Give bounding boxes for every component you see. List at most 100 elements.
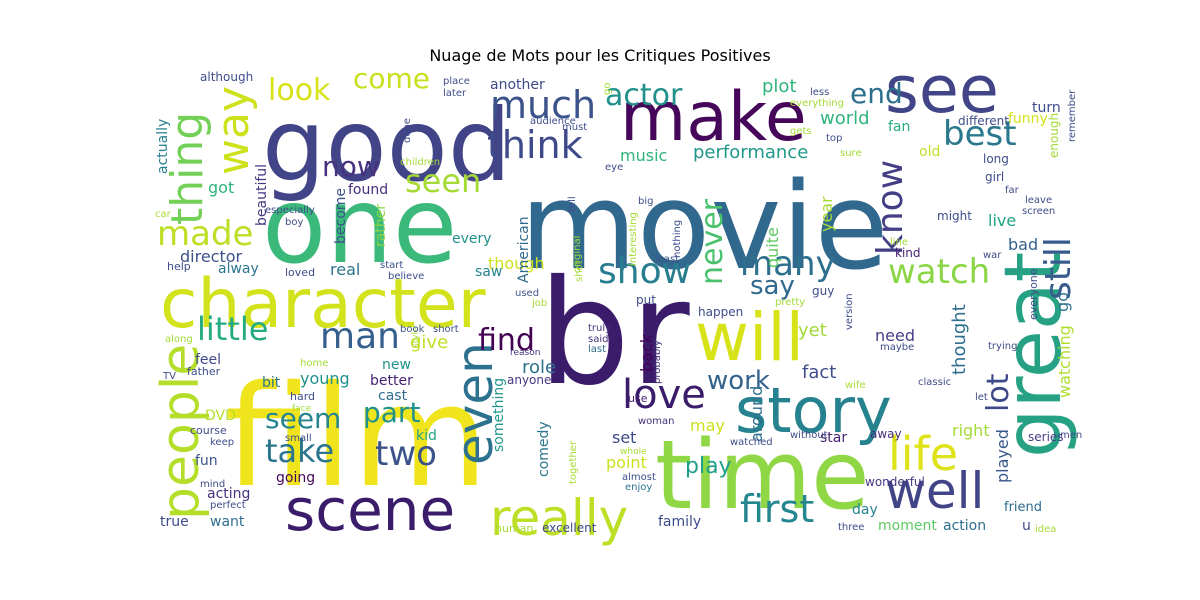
cloud-word-last: last [588, 344, 606, 355]
cloud-word-go: go [1053, 292, 1072, 312]
cloud-word-classic: classic [918, 377, 951, 388]
cloud-word-later: later [443, 88, 467, 99]
cloud-word-old: old [919, 144, 940, 160]
cloud-word-although: although [200, 70, 253, 84]
cloud-word-see: see [885, 53, 999, 128]
cloud-word-might: might [937, 209, 972, 223]
cloud-word-enjoy: enjoy [625, 482, 652, 493]
cloud-word-good: good [262, 87, 511, 204]
cloud-word-believe: believe [388, 271, 424, 282]
cloud-word-comedy: comedy [536, 421, 552, 477]
cloud-word-work: work [707, 366, 770, 396]
cloud-word-year: year [817, 196, 836, 232]
cloud-word-father: father [187, 365, 221, 378]
cloud-word-director: director [180, 247, 243, 266]
cloud-word-anyone: anyone [507, 373, 551, 387]
cloud-word-performance: performance [693, 142, 808, 163]
cloud-word-first: first [740, 487, 814, 531]
cloud-word-make: make [620, 78, 807, 157]
cloud-word-leave: leave [1025, 195, 1052, 206]
cloud-word-saw: saw [475, 264, 502, 280]
cloud-word-everything: everything [790, 98, 844, 109]
cloud-word-man: man [320, 316, 400, 357]
cloud-word-think: think [487, 123, 583, 167]
cloud-word-need: need [875, 326, 915, 345]
cloud-word-true: true [160, 514, 189, 530]
cloud-word-shot: shot [574, 260, 585, 282]
cloud-word-set: set [612, 428, 636, 447]
cloud-word-line: line [890, 237, 908, 248]
cloud-word-end: end [850, 77, 903, 110]
cloud-word-perfect: perfect [210, 500, 246, 511]
cloud-word-bad: bad [1008, 235, 1038, 254]
cloud-word-together: together [568, 440, 579, 484]
cloud-word-funny: funny [1008, 111, 1048, 127]
cloud-word-alway: alway [218, 261, 259, 277]
cloud-word-thing: thing [162, 112, 213, 225]
cloud-word-people: people [151, 344, 211, 520]
cloud-word-now: now [322, 150, 380, 183]
cloud-word-still: still [1038, 237, 1079, 300]
cloud-word-truly: truly [588, 323, 611, 334]
cloud-word-different: different [958, 114, 1009, 128]
cloud-word-part: part [363, 396, 420, 429]
cloud-word-found: found [348, 182, 388, 198]
cloud-word-know: know [870, 160, 911, 255]
cloud-word-go: go [602, 83, 613, 95]
cloud-word-bit: bit [262, 375, 281, 391]
cloud-word-kid: kid [416, 428, 437, 444]
cloud-word-kind: kind [895, 246, 921, 260]
cloud-word-film: film [225, 356, 488, 519]
cloud-word-said: said [588, 334, 608, 345]
cloud-word-thought: thought [949, 304, 970, 375]
cloud-word-happen: happen [698, 305, 743, 319]
cloud-word-music: music [620, 146, 667, 165]
cloud-word-sure: sure [840, 148, 862, 159]
cloud-word-face: face [292, 404, 312, 414]
cloud-word-boy: boy [285, 217, 303, 228]
cloud-word-actor: actor [605, 78, 683, 113]
cloud-word-pretty: pretty [775, 297, 805, 308]
cloud-word-beautiful: beautiful [254, 164, 270, 226]
cloud-word-come: come [353, 62, 430, 95]
cloud-word-feel: feel [195, 352, 221, 368]
cloud-word-quite: quite [763, 227, 782, 268]
cloud-word-far: far [1005, 185, 1020, 196]
cloud-word-whole: whole [620, 447, 647, 457]
cloud-word-three: three [838, 522, 864, 533]
cloud-word-original: original [572, 236, 583, 273]
cloud-word-little: little [197, 310, 268, 348]
cloud-word-almost: almost [622, 472, 656, 483]
cloud-word-day: day [852, 502, 878, 518]
cloud-word-lot: lot [981, 373, 1016, 412]
cloud-word-action: action [943, 518, 986, 534]
cloud-word-movie: movie [520, 158, 889, 297]
cloud-word-become: become [333, 188, 349, 244]
cloud-word-loved: loved [285, 266, 315, 279]
cloud-word-audience: audience [530, 116, 576, 127]
cloud-word-fact: fact [802, 362, 836, 383]
cloud-word-take: take [265, 432, 334, 470]
cloud-word-well: well [885, 462, 984, 520]
cloud-word-back: back [637, 333, 656, 372]
cloud-word-every: every [452, 231, 492, 247]
cloud-word-long: long [983, 152, 1009, 166]
cloud-word-yet: yet [798, 320, 827, 341]
cloud-word-play: play [685, 454, 732, 479]
cloud-word-seen: seen [405, 162, 481, 200]
cloud-word-car: car [155, 209, 172, 220]
cloud-word-children: children [400, 157, 440, 168]
cloud-word-played: played [993, 429, 1012, 483]
cloud-word-use: use [628, 392, 648, 405]
cloud-word-along: along [165, 334, 193, 345]
cloud-word-seem: seem [265, 402, 341, 435]
cloud-word-least: least [655, 254, 679, 265]
cloud-word-done: done [402, 118, 413, 143]
cloud-word-may: may [690, 416, 725, 435]
cloud-word-away: away [870, 427, 902, 441]
cloud-word-less: less [810, 87, 829, 98]
cloud-word-another: another [490, 77, 545, 93]
cloud-word-even: even [446, 342, 504, 465]
cloud-word-without: without [790, 430, 828, 441]
